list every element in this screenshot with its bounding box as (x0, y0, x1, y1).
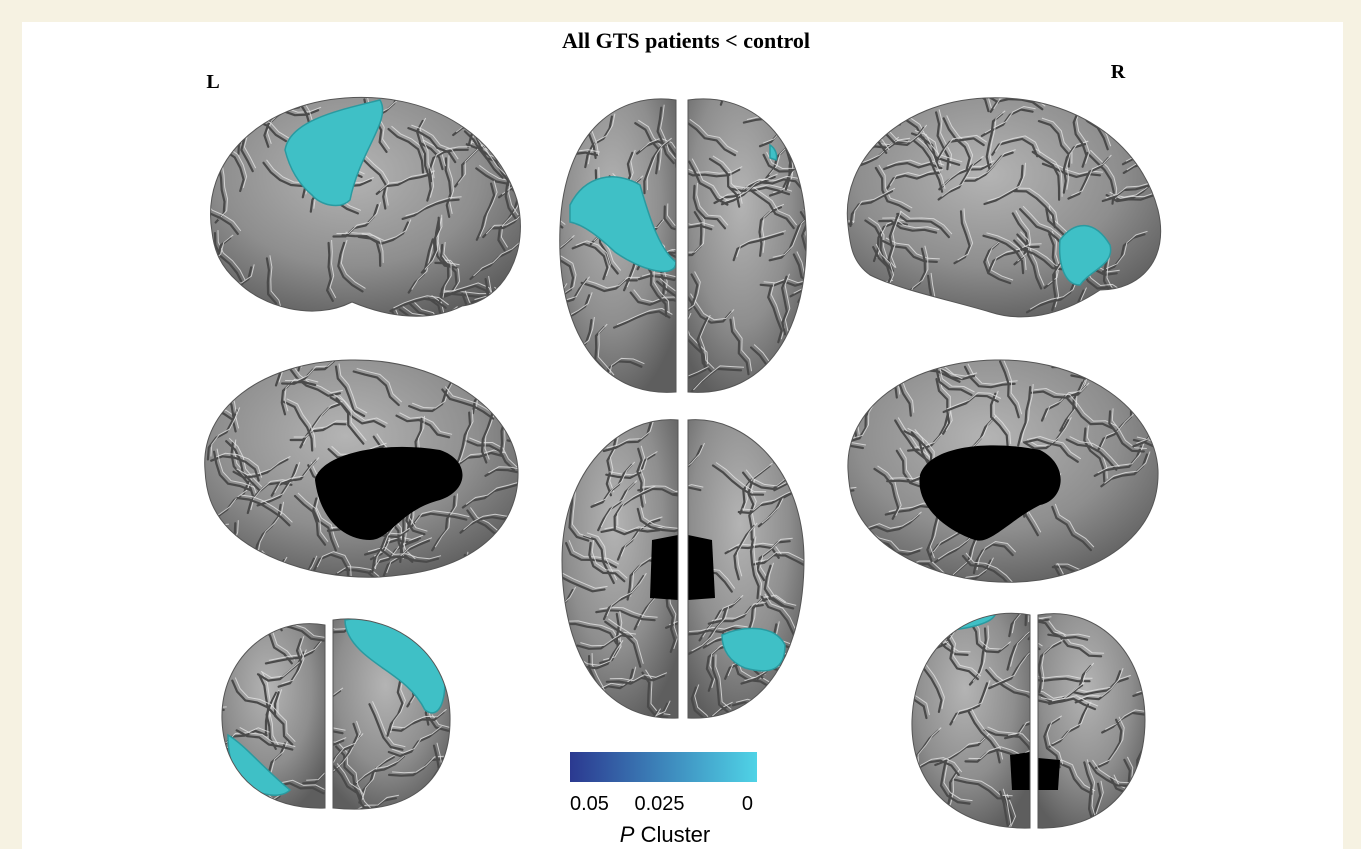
left-label: L (206, 71, 219, 93)
colorbar-tick-label: 0.05 (570, 793, 609, 815)
figure-title: All GTS patients < control (562, 28, 810, 53)
right-label: R (1111, 61, 1126, 83)
colorbar (570, 752, 757, 782)
colorbar-tick-label: 0.025 (634, 793, 684, 815)
medial-wall (688, 535, 715, 600)
medial-wall (1010, 752, 1030, 790)
colorbar-tick-label: 0 (742, 793, 753, 815)
page: All GTS patients < control L R 0.05 0.025… (0, 0, 1361, 849)
figure: All GTS patients < control L R 0.05 0.025… (0, 0, 1361, 849)
colorbar-label-text: Cluster (641, 822, 711, 847)
colorbar-label: P Cluster (620, 822, 711, 847)
medial-wall (1038, 758, 1060, 790)
colorbar-label-var: P (620, 822, 635, 847)
medial-wall (650, 535, 678, 600)
